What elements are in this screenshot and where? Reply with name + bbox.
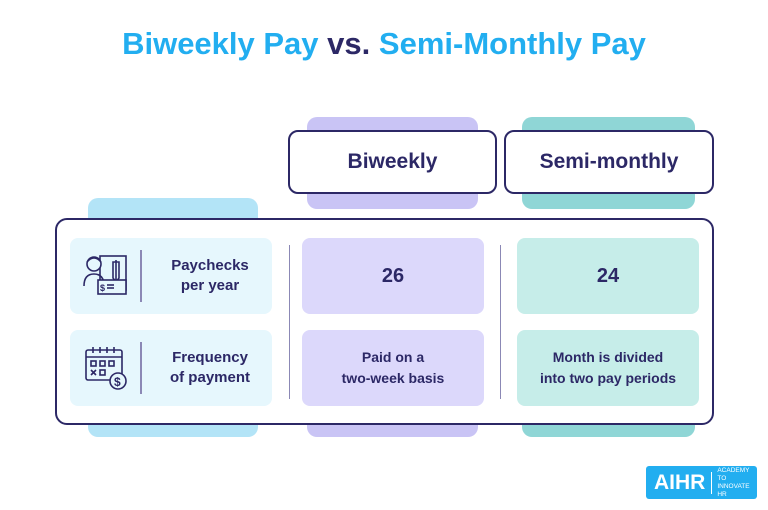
column-divider <box>500 245 501 399</box>
page-title: Biweekly Pay vs. Semi-Monthly Pay <box>0 26 768 62</box>
title-part-biweekly: Biweekly Pay <box>122 26 319 61</box>
logo-tagline: ACADEMY TO INNOVATE HR <box>717 466 750 498</box>
row-label: Frequency of payment <box>169 349 250 386</box>
column-divider <box>289 245 290 399</box>
paycheck-person-icon: $ <box>83 255 127 295</box>
biweekly-paychecks-value: 26 <box>302 238 484 314</box>
semimonthly-header: Semi-monthly <box>504 130 714 194</box>
svg-text:$: $ <box>114 375 121 389</box>
title-vs: vs. <box>327 26 371 61</box>
row-label: Paychecks per year <box>171 257 249 294</box>
calendar-dollar-icon: $ <box>85 347 127 390</box>
divider <box>140 342 142 394</box>
biweekly-header: Biweekly <box>288 130 497 194</box>
divider <box>140 250 142 302</box>
logo-brand: AIHR <box>646 471 713 494</box>
semimonthly-frequency-value: Month is divided into two pay periods <box>517 330 699 406</box>
title-part-semimonthly: Semi-Monthly Pay <box>378 26 646 61</box>
row-label-frequency: $ Frequency of payment <box>70 330 272 406</box>
biweekly-frequency-value: Paid on a two-week basis <box>302 330 484 406</box>
row-label-paychecks: $ Paychecks per year <box>70 238 272 314</box>
aihr-logo: AIHR ACADEMY TO INNOVATE HR <box>646 466 757 499</box>
semimonthly-paychecks-value: 24 <box>517 238 699 314</box>
svg-text:$: $ <box>100 283 105 293</box>
